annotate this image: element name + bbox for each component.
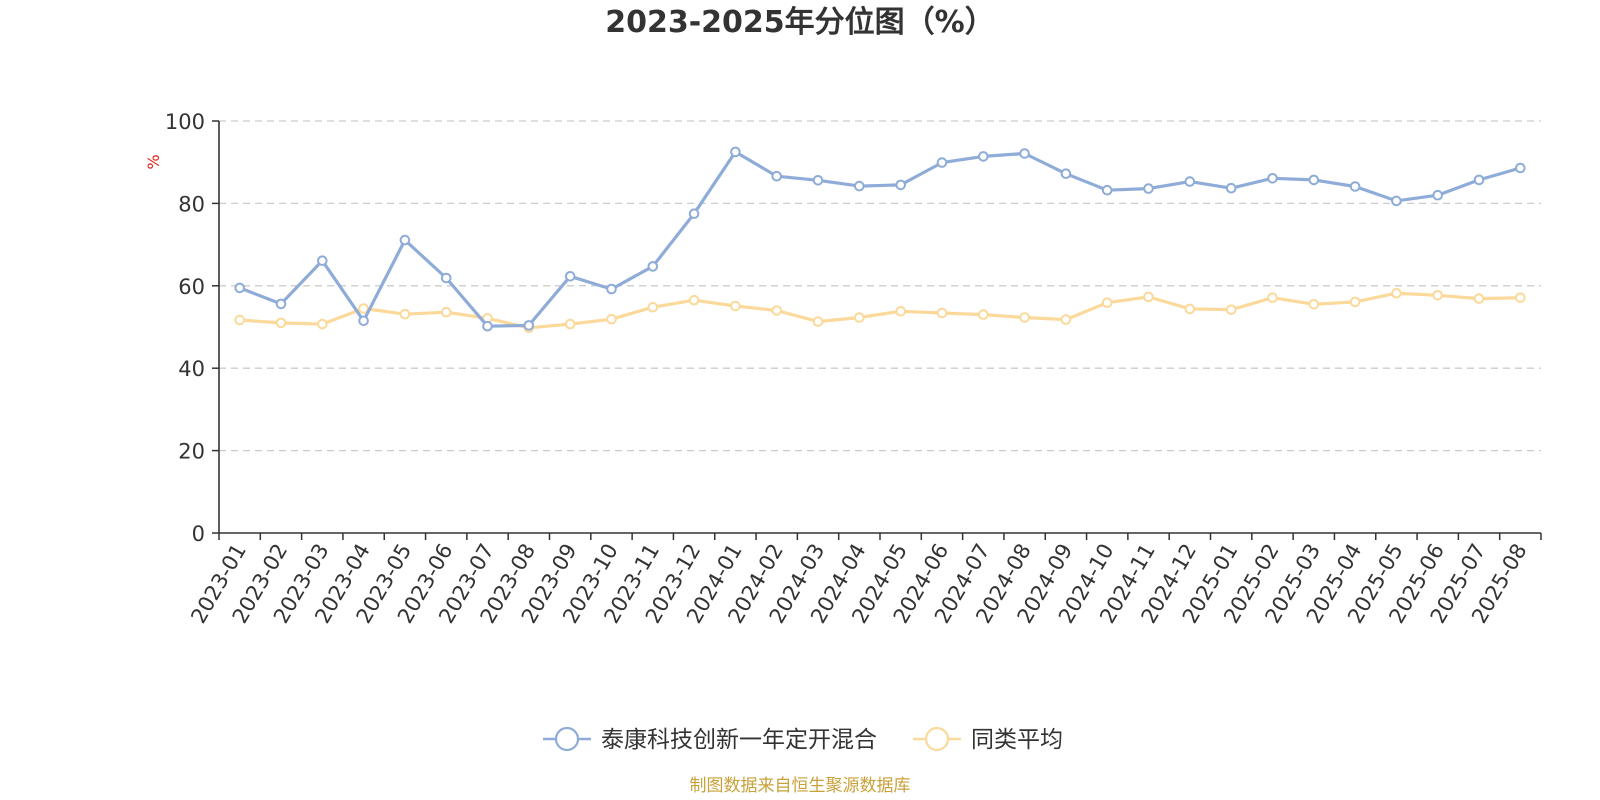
- data-point[interactable]: [1391, 195, 1402, 207]
- data-source-note: 制图数据来自恒生聚源数据库: [690, 776, 911, 796]
- series-line: [239, 150, 1521, 328]
- data-point[interactable]: [440, 272, 452, 284]
- y-tick-label: 20: [178, 440, 205, 464]
- legend-circle-marker: [554, 726, 580, 752]
- data-point[interactable]: [523, 320, 535, 331]
- data-point[interactable]: [1391, 287, 1402, 299]
- y-tick-label: 60: [178, 275, 205, 299]
- data-point[interactable]: [1515, 162, 1526, 174]
- legend-item-fund[interactable]: 泰康科技创新一年定开混合: [543, 726, 877, 753]
- data-point[interactable]: [606, 313, 617, 325]
- data-point[interactable]: [317, 318, 328, 330]
- data-point[interactable]: [1308, 299, 1320, 310]
- series-line: [239, 291, 1521, 330]
- data-point[interactable]: [1432, 290, 1443, 301]
- data-point[interactable]: [1225, 304, 1237, 316]
- data-point[interactable]: [895, 306, 907, 317]
- data-point[interactable]: [564, 271, 576, 282]
- chart-title: 2023-2025年分位图（%）: [605, 5, 995, 40]
- series-fund: [234, 146, 1526, 332]
- y-axis-label: %: [144, 154, 163, 169]
- data-point[interactable]: [730, 300, 741, 312]
- legend-label: 泰康科技创新一年定开混合: [601, 727, 877, 753]
- data-point[interactable]: [1349, 296, 1361, 308]
- data-point[interactable]: [482, 320, 493, 332]
- data-point[interactable]: [275, 317, 287, 329]
- data-point[interactable]: [812, 175, 824, 186]
- data-point[interactable]: [317, 255, 328, 267]
- legend-item-average[interactable]: 同类平均: [913, 726, 1063, 753]
- data-point[interactable]: [647, 261, 659, 272]
- series-category-average: [234, 287, 1526, 334]
- data-point[interactable]: [1143, 183, 1154, 194]
- data-point[interactable]: [1184, 303, 1196, 315]
- data-point[interactable]: [1143, 291, 1154, 303]
- data-point[interactable]: [771, 170, 783, 182]
- data-point[interactable]: [730, 146, 741, 158]
- data-point[interactable]: [358, 315, 369, 327]
- series-layer: [234, 146, 1526, 334]
- data-point[interactable]: [234, 282, 245, 294]
- data-point[interactable]: [1060, 168, 1072, 179]
- data-point[interactable]: [1267, 292, 1278, 304]
- data-point[interactable]: [647, 301, 659, 313]
- data-point[interactable]: [399, 308, 411, 320]
- data-point[interactable]: [1060, 314, 1072, 325]
- data-point[interactable]: [1473, 293, 1485, 304]
- data-point[interactable]: [936, 157, 948, 168]
- data-point[interactable]: [1101, 297, 1113, 309]
- legend-label: 同类平均: [971, 727, 1063, 753]
- data-point[interactable]: [1019, 312, 1030, 323]
- y-tick-label: 100: [165, 110, 205, 134]
- data-point[interactable]: [358, 303, 369, 314]
- data-point[interactable]: [275, 298, 287, 310]
- data-point[interactable]: [234, 314, 245, 326]
- grid-lines: [219, 120, 1541, 452]
- data-point[interactable]: [1432, 189, 1443, 201]
- data-point[interactable]: [895, 179, 907, 191]
- data-point[interactable]: [1515, 292, 1526, 304]
- data-point[interactable]: [1473, 174, 1485, 186]
- data-point[interactable]: [854, 312, 865, 323]
- data-point[interactable]: [771, 305, 783, 316]
- data-point[interactable]: [978, 309, 989, 320]
- axes: 0204060801002023-012023-022023-032023-04…: [165, 110, 1542, 627]
- data-point[interactable]: [1308, 174, 1320, 186]
- data-point[interactable]: [1225, 182, 1237, 194]
- legend: 泰康科技创新一年定开混合 同类平均: [543, 726, 1063, 753]
- data-point[interactable]: [1101, 184, 1113, 196]
- data-point[interactable]: [854, 180, 865, 192]
- y-tick-label: 0: [192, 522, 205, 546]
- data-point[interactable]: [688, 294, 700, 306]
- data-point[interactable]: [564, 318, 576, 330]
- data-point[interactable]: [606, 283, 617, 295]
- data-point[interactable]: [936, 307, 948, 319]
- data-point[interactable]: [978, 151, 989, 162]
- data-point[interactable]: [688, 208, 700, 219]
- y-tick-label: 40: [178, 357, 205, 381]
- data-point[interactable]: [812, 316, 824, 327]
- data-point[interactable]: [399, 234, 411, 246]
- data-point[interactable]: [440, 306, 452, 318]
- data-point[interactable]: [1184, 176, 1196, 187]
- legend-circle-marker: [924, 726, 950, 752]
- data-point[interactable]: [1019, 148, 1030, 159]
- data-point[interactable]: [1267, 173, 1278, 184]
- y-tick-label: 80: [178, 192, 205, 216]
- data-point[interactable]: [1349, 181, 1361, 192]
